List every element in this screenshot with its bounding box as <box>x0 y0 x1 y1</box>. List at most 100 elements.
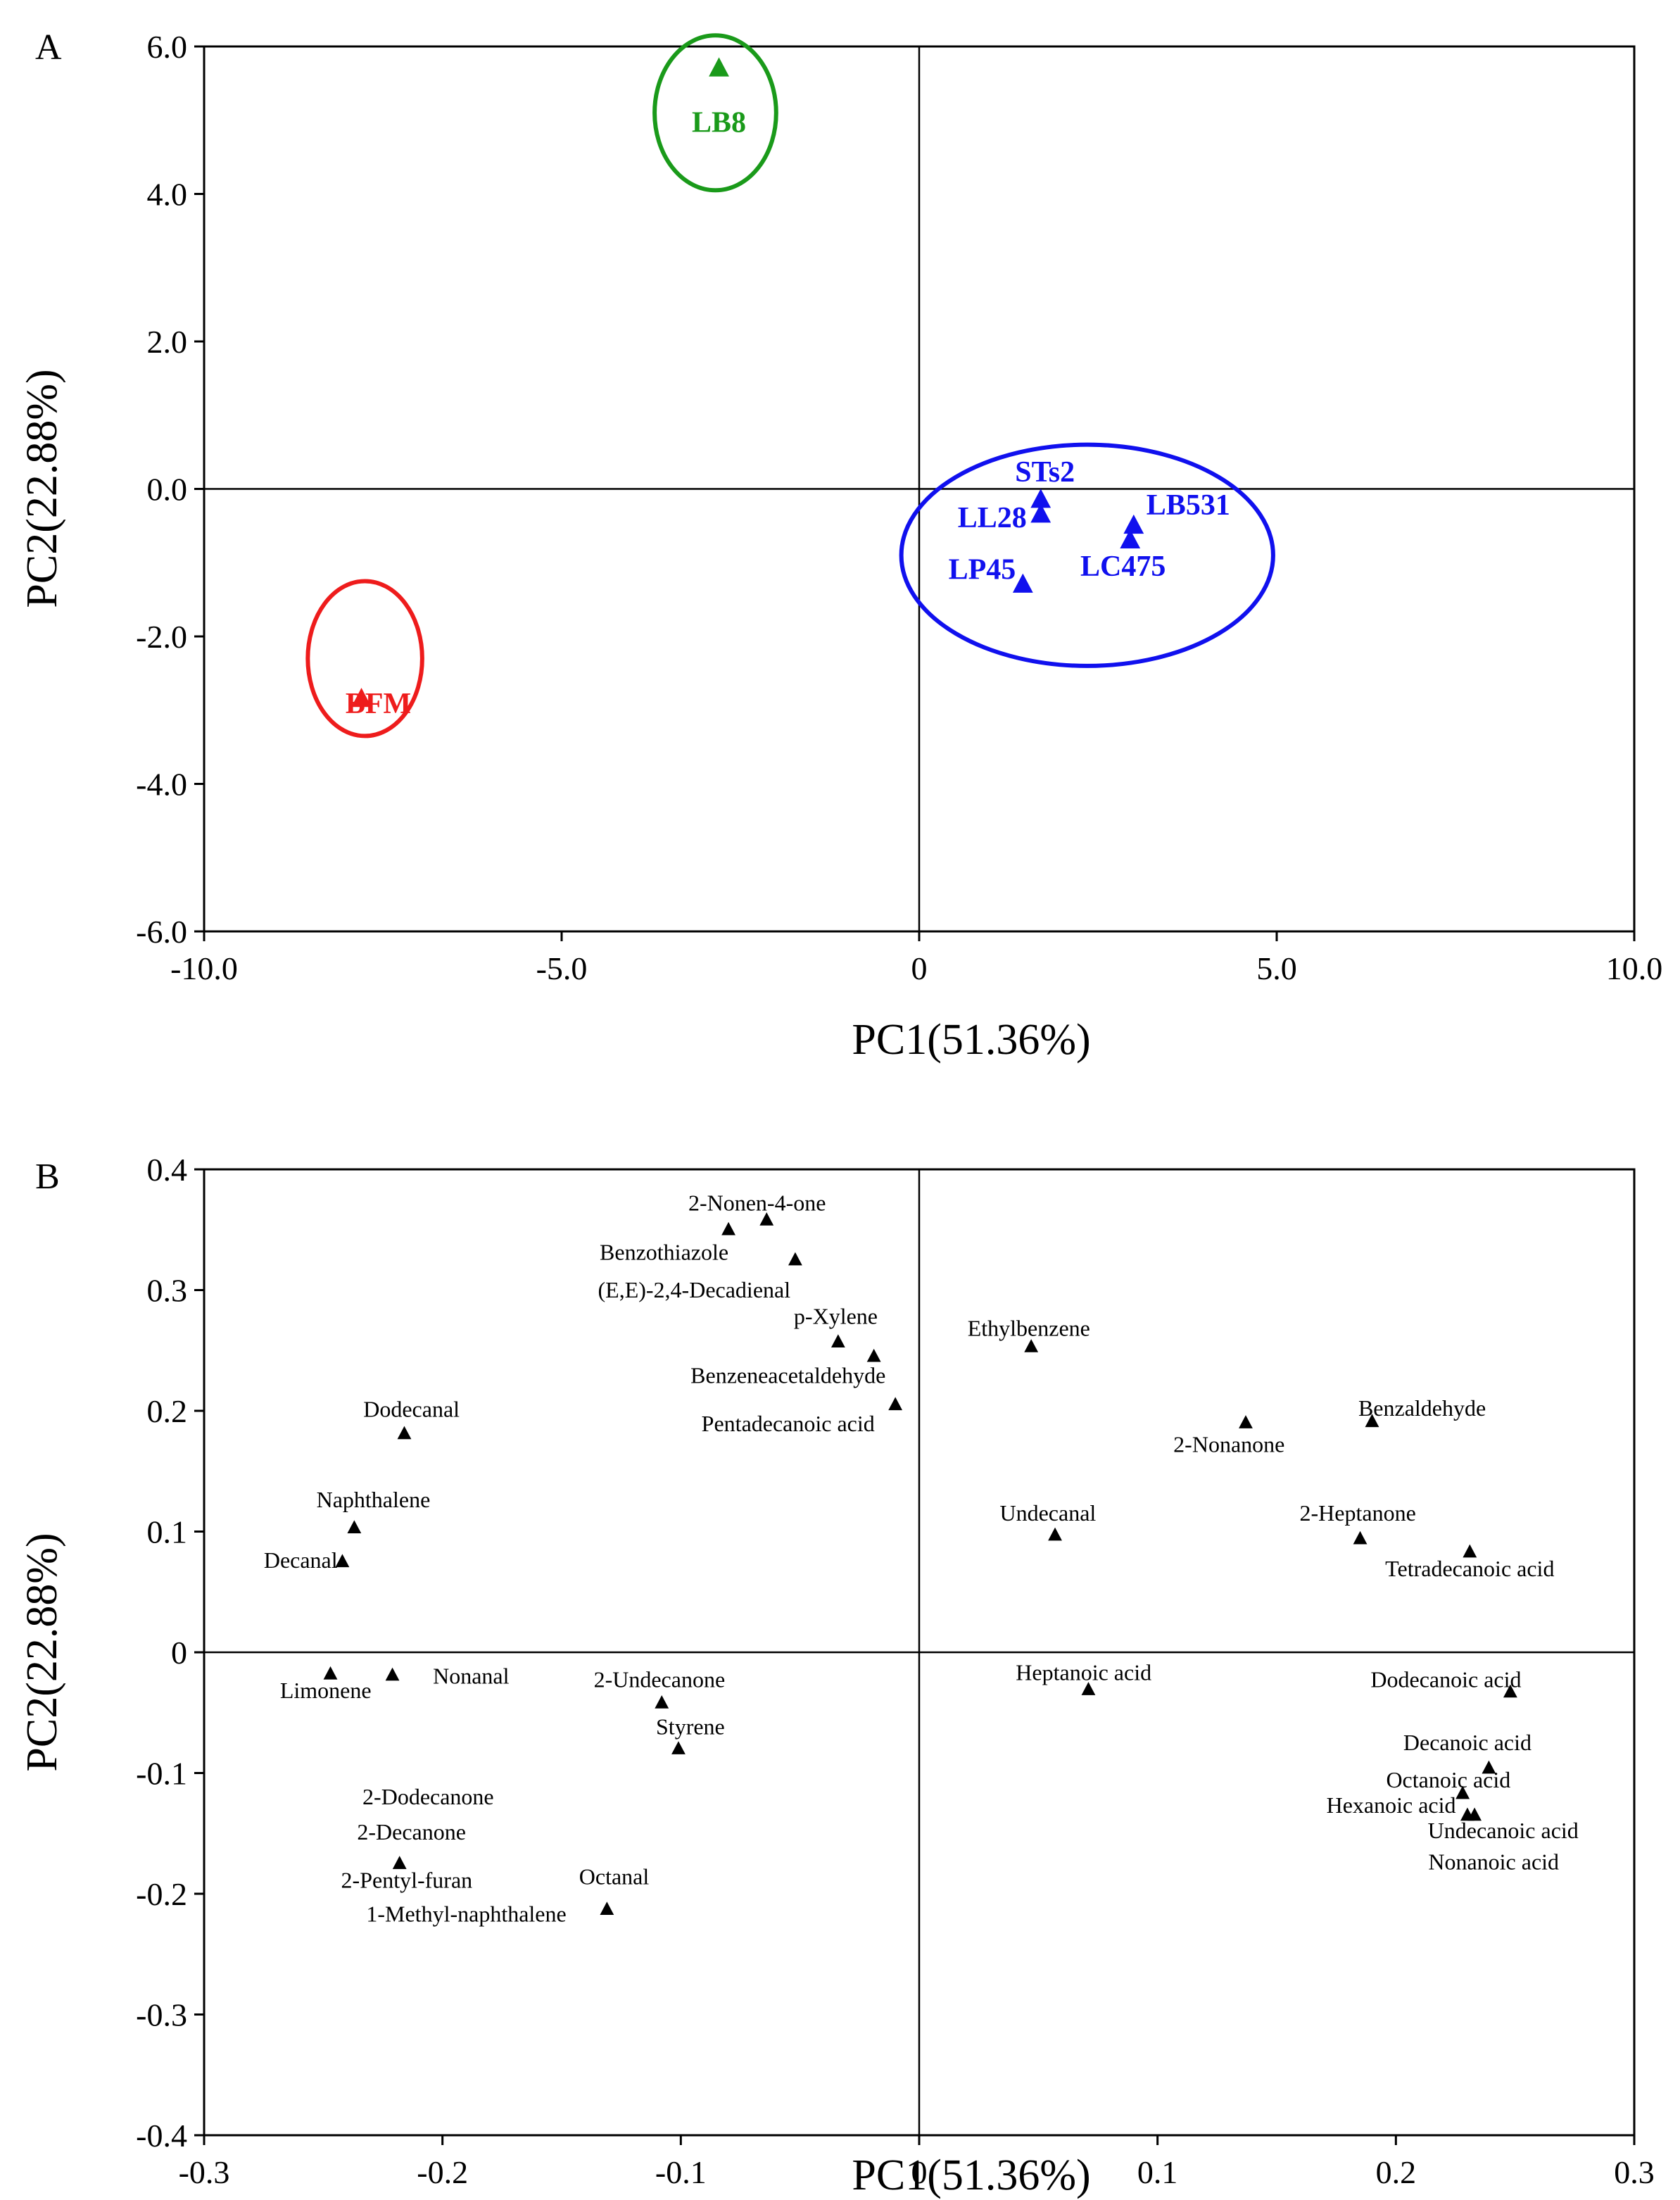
score-label-bfm: BFM <box>346 688 411 720</box>
loading-marker <box>866 1348 881 1362</box>
y-axis-title: PC2(22.88%) <box>18 369 66 608</box>
y-tick-label: 2.0 <box>147 324 188 360</box>
loading-marker <box>1455 1785 1470 1799</box>
loading-marker <box>397 1426 412 1440</box>
score-label-lp45: LP45 <box>949 554 1016 586</box>
score-label-lb531: LB531 <box>1147 489 1230 522</box>
loading-label: Pentadecanoic acid <box>702 1411 875 1436</box>
loading-label: Octanal <box>579 1863 650 1889</box>
loading-label: Dodecanoic acid <box>1370 1667 1521 1692</box>
x-tick-label: 0.2 <box>1376 2154 1417 2190</box>
score-point-lb8 <box>709 57 729 77</box>
loading-marker <box>1081 1682 1096 1695</box>
loading-label: Ethylbenzene <box>968 1316 1090 1341</box>
x-tick-label: 0 <box>911 2154 928 2190</box>
loading-marker <box>721 1221 735 1236</box>
y-tick-label: 0 <box>171 1635 187 1671</box>
loading-label: Heptanoic acid <box>1016 1659 1151 1685</box>
loading-marker <box>1239 1415 1253 1428</box>
x-tick-label: 0.1 <box>1137 2154 1178 2190</box>
score-point-sts2 <box>1030 489 1051 508</box>
y-tick-label: -6.0 <box>136 914 187 950</box>
loading-label: 2-Undecanone <box>594 1667 726 1692</box>
loading-label: Dodecanal <box>363 1397 460 1422</box>
y-tick-label: -0.3 <box>136 1997 187 2033</box>
loading-label: Decanal <box>264 1547 338 1573</box>
panel-a-score-plot: A -10.0 -5.0 0 5.0 10.0 -6.0 -4.0 -2.0 0.0 2.0 4.0… <box>18 27 1662 1064</box>
loading-marker <box>600 1902 614 1915</box>
loading-marker <box>335 1554 350 1568</box>
loading-label: Hexanoic acid <box>1327 1792 1456 1818</box>
loading-marker <box>1482 1760 1496 1774</box>
score-label-lc475: LC475 <box>1080 551 1166 583</box>
loading-label: 2-Pentyl-furan <box>341 1867 473 1892</box>
loading-marker <box>347 1520 362 1534</box>
loading-label: 1-Methyl-naphthalene <box>366 1901 566 1926</box>
loading-label: Styrene <box>656 1714 725 1740</box>
loading-label: Tetradecanoic acid <box>1385 1556 1554 1581</box>
x-tick-label: -5.0 <box>536 950 588 986</box>
x-tick-label: 5.0 <box>1256 950 1297 986</box>
x-tick-label: 10.0 <box>1606 950 1663 986</box>
loading-marker <box>759 1212 774 1226</box>
x-tick-label: 0 <box>911 950 928 986</box>
loading-label: 2-Decanone <box>357 1819 466 1844</box>
loading-marker <box>1365 1414 1379 1428</box>
loading-label: p-Xylene <box>794 1304 878 1329</box>
loading-label: 2-Nonen-4-one <box>688 1190 826 1215</box>
loading-label: Nonanal <box>433 1664 510 1689</box>
loading-label: Benzeneacetaldehyde <box>690 1363 885 1388</box>
LB8-group-ellipse <box>652 33 778 193</box>
score-point-bfm <box>351 688 372 708</box>
x-tick-label: -10.0 <box>170 950 238 986</box>
y-tick-label: -4.0 <box>136 767 187 803</box>
loading-label: Undecanoic acid <box>1428 1818 1579 1843</box>
loading-marker <box>655 1695 669 1709</box>
loading-marker <box>1353 1530 1368 1545</box>
y-tick-label: 6.0 <box>147 29 188 65</box>
score-label-ll28: LL28 <box>958 502 1027 534</box>
BFM-group-ellipse <box>305 579 424 738</box>
loading-marker <box>1024 1339 1039 1352</box>
x-axis-title: PC1(51.36%) <box>852 1016 1090 1064</box>
loading-marker <box>888 1397 903 1411</box>
loading-label: 2-Nonanone <box>1173 1431 1284 1457</box>
loading-label: (E,E)-2,4-Decadienal <box>598 1277 790 1302</box>
y-axis-title: PC2(22.88%) <box>18 1533 66 1771</box>
loading-label: 2-Dodecanone <box>362 1784 494 1809</box>
loading-marker <box>392 1856 407 1869</box>
score-label-sts2: STs2 <box>1015 456 1075 489</box>
x-axis-title: PC1(51.36%) <box>852 2151 1090 2199</box>
score-label-lb8: LB8 <box>692 106 746 139</box>
loading-label: Octanoic acid <box>1386 1767 1510 1792</box>
y-tick-label: -0.1 <box>136 1756 187 1792</box>
y-tick-label: 0.4 <box>147 1152 188 1188</box>
loading-marker <box>323 1666 338 1680</box>
cluster-group-ellipse <box>899 442 1275 668</box>
loading-marker <box>830 1334 845 1347</box>
loading-label: Decanoic acid <box>1403 1730 1531 1755</box>
loading-label: 2-Heptanone <box>1300 1500 1416 1526</box>
y-tick-label: 0.1 <box>147 1514 188 1550</box>
y-tick-label: -0.4 <box>136 2118 187 2154</box>
y-tick-label: 0.0 <box>147 472 188 508</box>
score-point-lp45 <box>1012 573 1033 593</box>
y-tick-label: -2.0 <box>136 619 187 655</box>
loading-label: Limonene <box>280 1678 372 1703</box>
loading-marker <box>788 1252 802 1266</box>
loading-label: Benzaldehyde <box>1358 1395 1486 1421</box>
loading-marker <box>385 1667 400 1681</box>
loading-label: Undecanal <box>999 1500 1096 1526</box>
panel-a-letter: A <box>35 27 62 68</box>
score-point-lb531 <box>1123 514 1144 534</box>
panel-b-letter: B <box>35 1157 60 1197</box>
loading-label: Nonanoic acid <box>1428 1849 1559 1875</box>
score-point-ll28 <box>1030 503 1051 523</box>
score-point-lc475 <box>1120 529 1141 549</box>
loading-marker <box>1048 1527 1062 1541</box>
panel-b-loading-plot: B -0.3 -0.2 -0.1 0 0.1 0.2 0.3-0.4-0.3-0.2-0.1… <box>18 1152 1655 2199</box>
loading-marker <box>671 1741 686 1754</box>
loading-marker <box>1467 1807 1482 1821</box>
x-tick-label: -0.1 <box>655 2154 707 2190</box>
